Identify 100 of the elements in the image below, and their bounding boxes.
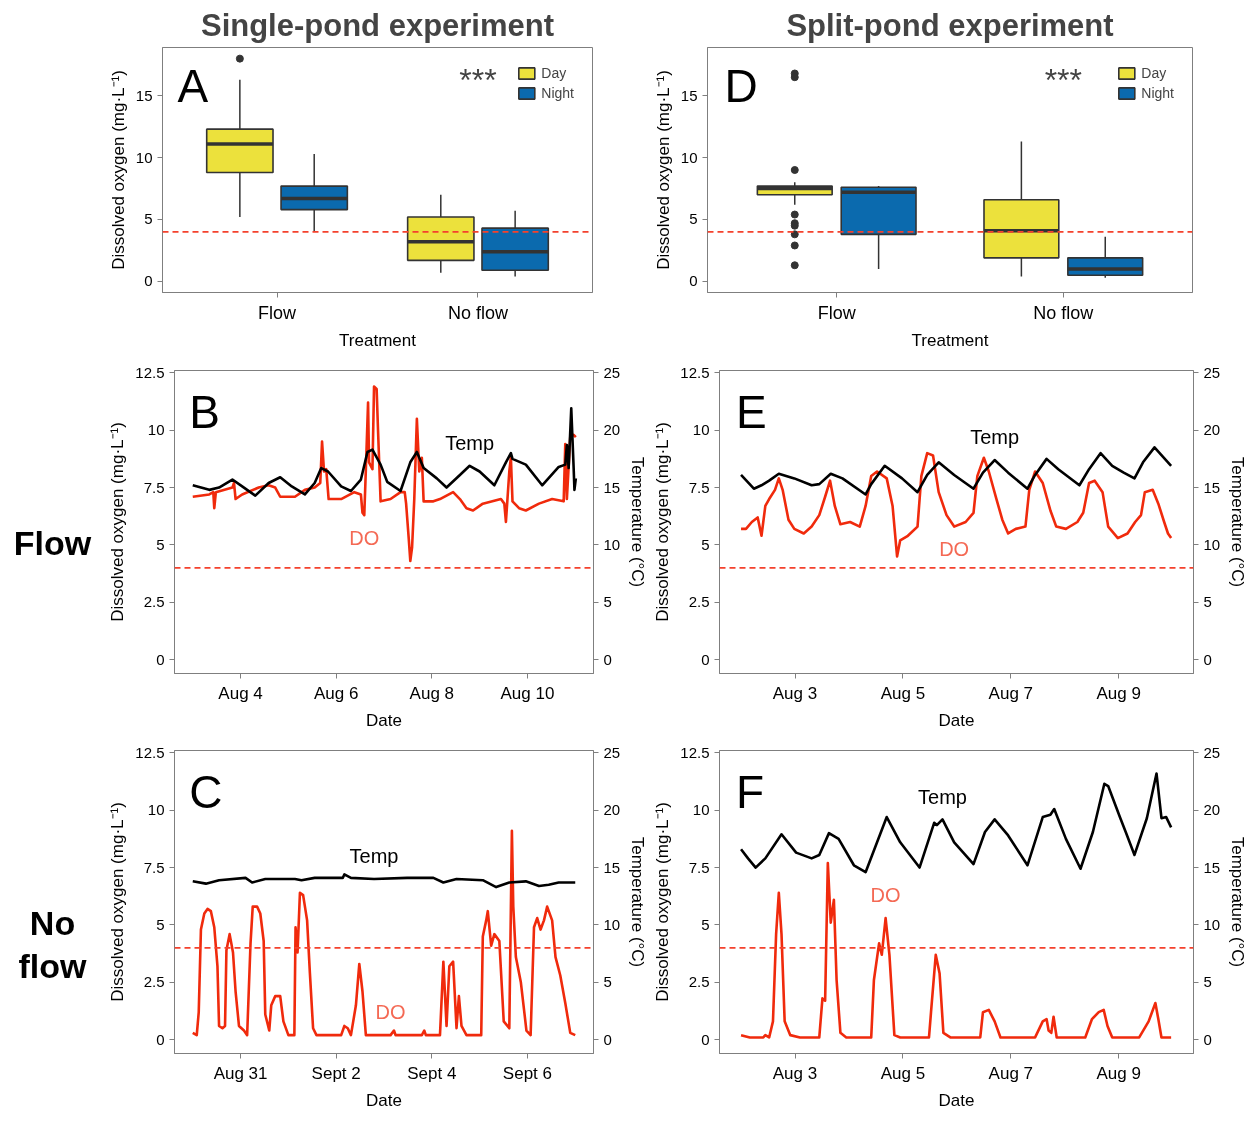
series-label: Temp [918,785,967,808]
y2-tick-label: 5 [1203,973,1212,991]
y-tick-label: 0 [701,650,710,668]
y2-tick-label: 15 [603,858,621,876]
y2-tick-label: 0 [603,1030,612,1048]
y-axis-title: Dissolved oxygen (mg·L⁻¹) [108,70,128,270]
y2-tick-label: 15 [1203,858,1221,876]
y-tick-label: 5 [689,210,698,228]
y2-tick-label: 25 [1203,743,1221,761]
y-tick-label: 0 [156,650,165,668]
x-tick-label: Aug 8 [409,683,455,703]
y2-axis-title: Temperature (°C) [1228,456,1248,588]
y2-axis-title: Temperature (°C) [628,836,648,968]
y-tick-label: 7.5 [688,858,710,876]
x-tick-label: Aug 7 [988,683,1034,703]
annotation: F [736,765,765,818]
annotation: C [189,765,223,818]
y-tick-label: 2.5 [688,973,710,991]
y-tick-label: 7.5 [143,858,165,876]
y-axis-title: Dissolved oxygen (mg·L⁻¹) [108,422,128,622]
x-axis-title: Treatment [339,330,417,350]
annotation: B [189,385,220,438]
y-tick-label: 5 [701,915,710,933]
y2-tick-label: 20 [603,801,621,819]
series-label: DO [870,884,901,907]
x-tick-label: No flow [1033,302,1095,323]
y2-tick-label: 20 [603,421,621,439]
x-axis-title: Treatment [911,330,989,350]
x-tick-label: Aug 3 [772,1063,818,1083]
y-tick-label: 7.5 [143,478,165,496]
x-tick-label: Aug 9 [1096,1063,1141,1083]
series-label: DO [939,538,970,561]
y2-tick-label: 20 [1203,421,1221,439]
y-tick-label: 12.5 [135,743,165,761]
y2-tick-label: 5 [1203,593,1212,611]
y-tick-label: 15 [135,86,153,104]
chart-title: Single-pond experiment [200,7,555,43]
text: No flow [17,903,88,987]
legend-label: Night [541,85,574,101]
x-tick-label: Aug 10 [500,683,555,703]
x-tick-label: Aug 31 [213,1063,268,1083]
y2-tick-label: 10 [603,535,621,553]
x-tick-label: Aug 5 [880,1063,926,1083]
y-tick-label: 10 [147,801,165,819]
legend-label: Day [541,65,567,81]
y-axis-title: Dissolved oxygen (mg·L⁻¹) [653,802,673,1002]
x-tick-label: Aug 7 [988,1063,1034,1083]
y-tick-label: 15 [680,86,698,104]
y2-tick-label: 10 [1203,535,1221,553]
y-tick-label: 10 [692,801,710,819]
y-tick-label: 7.5 [688,478,710,496]
y2-tick-label: 10 [1203,915,1221,933]
y-axis-title: Dissolved oxygen (mg·L⁻¹) [653,70,673,270]
y-tick-label: 12.5 [135,363,165,381]
x-tick-label: Aug 9 [1096,683,1141,703]
x-axis-title: Date [366,1090,402,1110]
y2-axis-title: Temperature (°C) [628,456,648,588]
series-label: Temp [970,426,1020,449]
x-tick-label: Sept 6 [502,1063,553,1083]
y-tick-label: 12.5 [680,363,710,381]
annotation: *** [1044,62,1082,99]
x-tick-label: Aug 4 [218,683,263,703]
chart-title: Split-pond experiment [786,7,1114,43]
y-tick-label: 0 [156,1030,165,1048]
x-tick-label: Sept 2 [311,1063,361,1083]
y-tick-label: 0 [701,1030,710,1048]
y2-tick-label: 5 [603,593,612,611]
series-label: DO [349,526,380,549]
y-tick-label: 2.5 [143,593,165,611]
y2-tick-label: 5 [603,973,612,991]
x-tick-label: Aug 5 [880,683,926,703]
y2-tick-label: 20 [1203,801,1221,819]
series-label: Temp [349,845,399,868]
x-axis-title: Date [366,710,402,730]
y-tick-label: 2.5 [143,973,165,991]
y2-tick-label: 0 [1203,1030,1212,1048]
y2-tick-label: 15 [1203,478,1221,496]
y2-tick-label: 25 [603,743,621,761]
y-tick-label: 5 [144,210,153,228]
y2-tick-label: 25 [1203,363,1221,381]
x-tick-label: Aug 6 [313,683,359,703]
y-tick-label: 0 [144,272,153,290]
x-axis-title: Date [938,710,975,730]
y-tick-label: 10 [147,421,165,439]
annotation: A [177,59,209,112]
annotation: *** [459,62,497,99]
x-tick-label: Aug 3 [772,683,818,703]
y-tick-label: 10 [135,148,153,166]
x-tick-label: Sept 4 [407,1063,457,1083]
annotation: E [736,385,767,438]
y2-axis-title: Temperature (°C) [1228,836,1248,968]
y-tick-label: 0 [689,272,698,290]
series-label: Temp [445,432,495,455]
x-tick-label: No flow [447,302,509,323]
y-tick-label: 12.5 [680,743,710,761]
y2-tick-label: 10 [603,915,621,933]
y-tick-label: 5 [701,535,710,553]
y2-tick-label: 25 [603,363,621,381]
y-tick-label: 10 [692,421,710,439]
y-tick-label: 2.5 [688,593,710,611]
